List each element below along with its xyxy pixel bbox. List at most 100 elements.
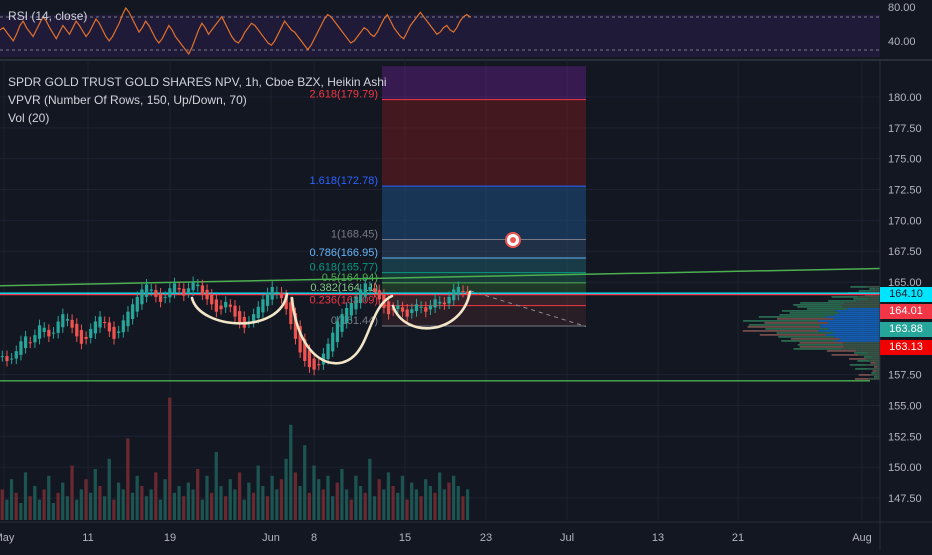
- volume-bar: [51, 503, 56, 520]
- vpvr-row: [765, 328, 829, 330]
- candle-body: [200, 285, 205, 295]
- volume-bar: [335, 482, 339, 520]
- main-legend[interactable]: SPDR GOLD TRUST GOLD SHARES NPV, 1h, Cbo…: [8, 73, 387, 127]
- volume-bar: [284, 458, 288, 520]
- price-tick-label: 175.00: [888, 154, 922, 166]
- volume-bar: [89, 492, 93, 520]
- rsi-tick-label: 40.00: [888, 36, 916, 48]
- rsi-pane: 80.00 40.00: [0, 2, 932, 61]
- volume-bar: [177, 486, 181, 520]
- volume-bar: [303, 445, 307, 520]
- volume-bar: [396, 492, 400, 520]
- indicator-volume: Vol (20): [8, 111, 50, 125]
- time-axis[interactable]: May 11 19 Jun 8 15 23 Jul 13 21 Aug: [0, 60, 932, 550]
- candle-body: [196, 284, 200, 287]
- volume-bar: [23, 472, 28, 520]
- price-tick-label: 177.50: [888, 123, 922, 135]
- fib-level-label: 1(168.45): [331, 229, 378, 241]
- vpvr-row: [857, 360, 870, 362]
- volume-bar: [307, 492, 311, 520]
- fib-level-label: 0.382(164.11): [310, 282, 378, 294]
- fib-zone: [382, 282, 586, 294]
- candle-body: [303, 339, 307, 362]
- time-tick-label: Jun: [262, 532, 280, 544]
- candle-body: [19, 341, 23, 355]
- volume-bar: [28, 496, 32, 520]
- volume-bar: [344, 489, 349, 520]
- volume-bar: [256, 465, 260, 520]
- volume-bar: [158, 499, 163, 520]
- candles: [0, 276, 470, 376]
- candle-body: [191, 282, 195, 291]
- vpvr-row: [826, 350, 857, 352]
- candle-body: [84, 336, 88, 339]
- rsi-legend[interactable]: RSI (14, close): [8, 7, 87, 25]
- price-axis[interactable]: 180.00 177.50 175.00 172.50 170.00 167.50 165.…: [888, 92, 922, 505]
- vpvr-row: [874, 376, 878, 378]
- candle-body: [419, 306, 423, 308]
- vpvr-row: [776, 332, 834, 334]
- candle-body: [149, 289, 153, 291]
- volume-bar: [168, 397, 172, 520]
- vpvr-row: [825, 316, 880, 318]
- candle-body: [168, 288, 172, 298]
- volume-bar: [102, 496, 107, 520]
- volume-bar: [312, 465, 316, 520]
- candle-body: [107, 322, 111, 332]
- fib-zone: [382, 66, 586, 100]
- vpvr-row: [856, 300, 880, 302]
- vpvr-row: [764, 322, 829, 324]
- rsi-tick-label: 80.00: [888, 2, 916, 14]
- time-tick-label: May: [0, 532, 15, 544]
- candle-body: [126, 311, 130, 327]
- price-tick-label: 152.50: [888, 431, 922, 443]
- vpvr-row: [841, 348, 880, 350]
- candle-body: [345, 307, 349, 323]
- vpvr-row: [866, 286, 880, 288]
- volume-bar: [261, 486, 265, 520]
- fibonacci-extension[interactable]: 0(161.44)0.236(163.09)0.382(164.11)0.5(1…: [310, 66, 587, 327]
- volume-bar: [400, 475, 405, 520]
- vpvr-row: [855, 368, 869, 370]
- vpvr-row: [743, 320, 819, 322]
- fib-zone: [382, 239, 586, 259]
- vpvr-row: [828, 328, 880, 330]
- pattern-curve: [290, 294, 394, 365]
- vpvr-row: [870, 290, 880, 292]
- volume-bar: [372, 496, 377, 520]
- volume-bar: [410, 482, 414, 520]
- vpvr-row: [779, 314, 835, 316]
- candle-body: [261, 299, 265, 313]
- volume-bar: [386, 472, 391, 520]
- vpvr-row: [839, 312, 880, 314]
- vpvr-row: [793, 348, 842, 350]
- rsi-line: [0, 6, 471, 56]
- cup-handle-drawing[interactable]: [190, 290, 472, 365]
- vpvr-row: [777, 318, 834, 320]
- vpvr-row: [790, 338, 840, 340]
- volume-bar: [130, 492, 135, 520]
- volume-bar: [93, 469, 97, 520]
- pattern-curve: [190, 292, 289, 325]
- vpvr-row: [742, 330, 819, 332]
- volume-bar: [107, 458, 111, 520]
- volume-bar: [154, 472, 158, 520]
- time-tick-label: Aug: [852, 532, 872, 544]
- vpvr-row: [854, 352, 869, 354]
- volume-bar: [121, 489, 125, 520]
- candle-body: [335, 321, 340, 343]
- vpvr-row: [747, 326, 821, 328]
- volume-bar: [205, 475, 209, 520]
- candle-body: [298, 325, 302, 353]
- volume-bar: [377, 479, 381, 520]
- volume-bar: [79, 489, 83, 520]
- volume-bar: [223, 496, 228, 520]
- vpvr-row: [858, 290, 871, 292]
- volume-bar: [251, 492, 256, 520]
- candle-body: [5, 356, 9, 362]
- candle-body: [140, 289, 144, 305]
- vpvr-row: [820, 324, 880, 326]
- volume-bar: [0, 489, 4, 520]
- vpvr-row: [831, 296, 859, 298]
